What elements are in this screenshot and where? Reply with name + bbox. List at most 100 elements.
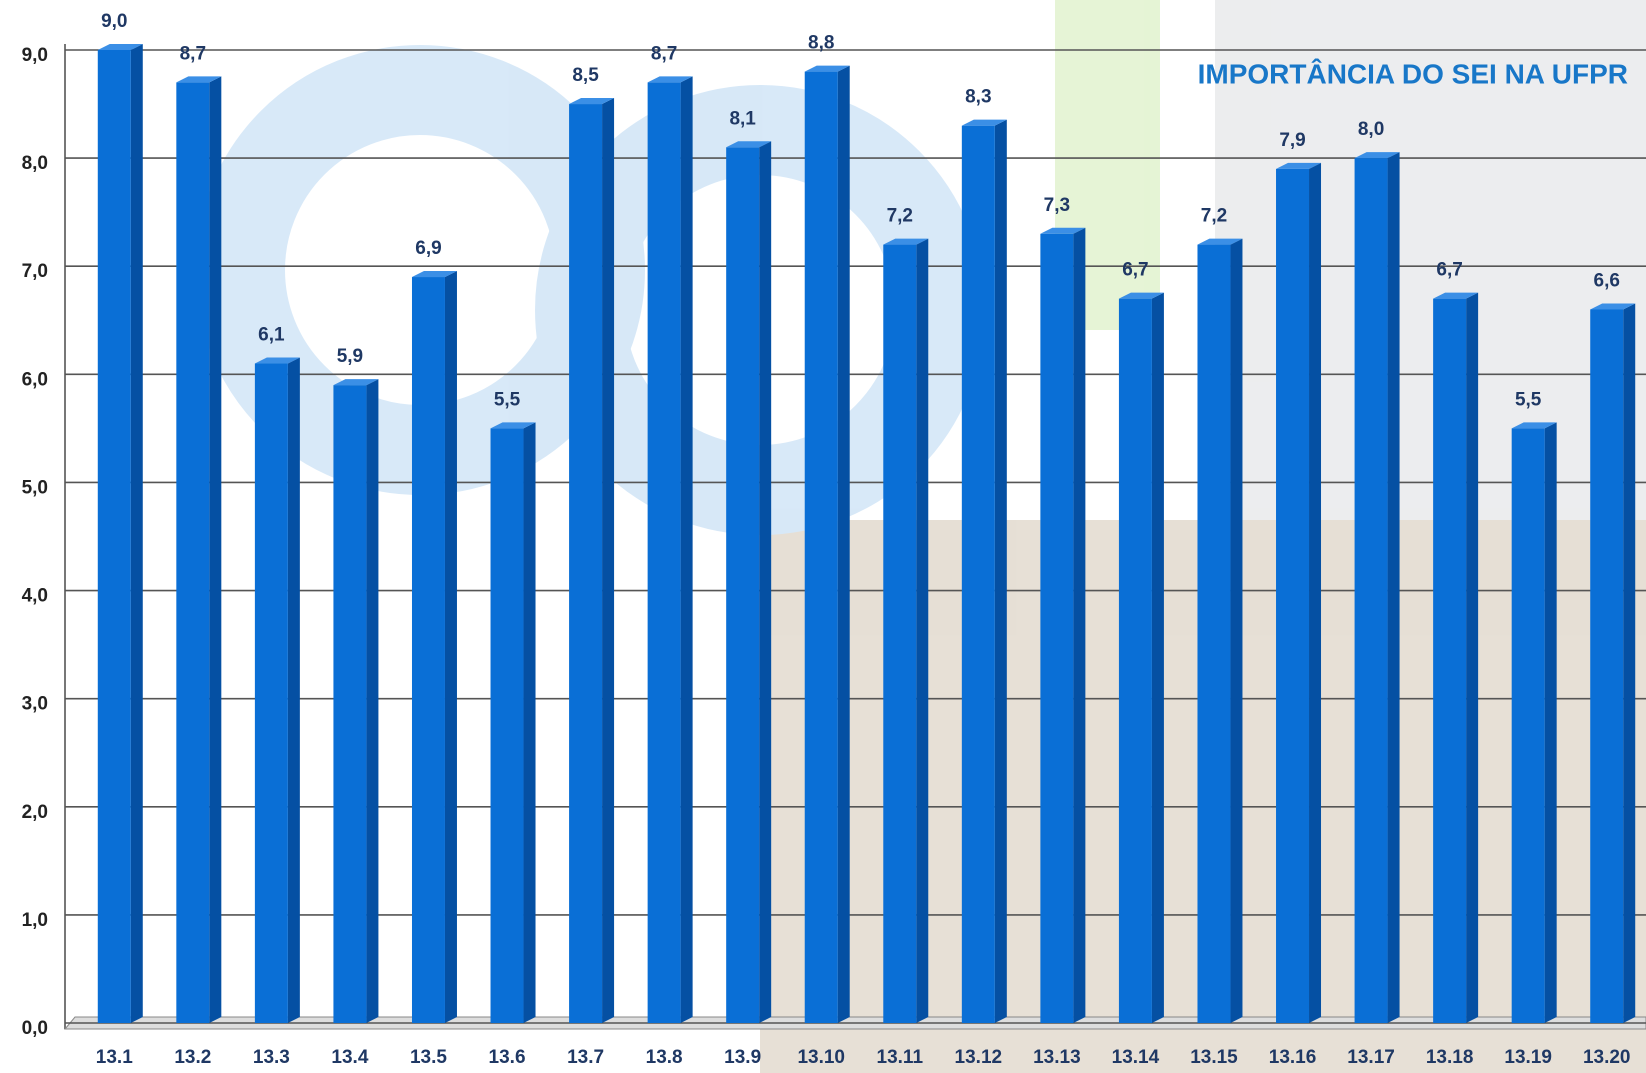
bar (961, 125, 995, 1023)
x-tick-label: 13.15 (1190, 1047, 1238, 1068)
bar-side (523, 422, 536, 1023)
bar-top (961, 119, 1007, 126)
value-label: 6,9 (415, 238, 441, 259)
bar-top (647, 76, 693, 83)
bar (1433, 298, 1467, 1024)
bar-side (1230, 238, 1243, 1024)
bar-top (1276, 162, 1322, 169)
bar (883, 244, 917, 1024)
bar (1197, 244, 1231, 1024)
y-tick-label: 1,0 (22, 910, 48, 931)
value-label: 6,7 (1122, 260, 1148, 281)
bar-side (837, 65, 850, 1024)
bar-top (883, 238, 929, 245)
bar-top (490, 422, 536, 429)
bar-side (1151, 292, 1164, 1024)
x-tick-label: 13.17 (1347, 1047, 1395, 1068)
bar (97, 50, 131, 1023)
bar-top (1118, 292, 1164, 299)
bar-side (759, 141, 772, 1024)
x-tick-label: 13.6 (489, 1047, 526, 1068)
bar (1040, 233, 1074, 1024)
value-label: 9,0 (101, 11, 127, 32)
value-label: 8,7 (180, 43, 206, 64)
y-tick-label: 8,0 (22, 153, 48, 174)
bar-top (1197, 238, 1243, 245)
x-tick-label: 13.3 (253, 1047, 290, 1068)
y-tick-label: 0,0 (22, 1018, 48, 1039)
bar (1118, 298, 1152, 1024)
bar-side (1073, 227, 1086, 1024)
value-label: 8,8 (808, 33, 834, 54)
x-tick-label: 13.2 (174, 1047, 211, 1068)
y-tick-label: 7,0 (22, 261, 48, 282)
value-label: 8,5 (572, 65, 599, 86)
x-tick-label: 13.18 (1426, 1047, 1474, 1068)
y-tick-label: 6,0 (22, 369, 48, 390)
x-tick-label: 13.10 (797, 1047, 845, 1068)
bar-side (1466, 292, 1479, 1024)
bar-top (1354, 152, 1400, 159)
x-tick-label: 13.11 (877, 1047, 924, 1068)
value-label: 5,5 (1515, 389, 1542, 410)
value-label: 6,1 (258, 325, 285, 346)
value-label: 5,5 (494, 389, 521, 410)
value-label: 6,6 (1594, 270, 1620, 291)
bar-side (366, 379, 379, 1024)
x-tick-label: 13.1 (96, 1047, 133, 1068)
bar-side (1309, 162, 1322, 1023)
bar-side (1623, 303, 1636, 1023)
value-label: 7,3 (1044, 195, 1070, 216)
bar (333, 385, 367, 1024)
bar (726, 147, 760, 1024)
value-label: 7,2 (1201, 206, 1227, 227)
bar (490, 428, 524, 1023)
value-label: 6,7 (1436, 260, 1462, 281)
bar (176, 82, 210, 1023)
bar-side (130, 44, 143, 1023)
bar-side (1544, 422, 1557, 1023)
value-label: 5,9 (337, 346, 363, 367)
x-tick-label: 13.7 (567, 1047, 604, 1068)
bar-side (209, 76, 222, 1023)
bar-top (254, 357, 300, 364)
y-tick-label: 5,0 (22, 477, 48, 498)
bar-top (1590, 303, 1636, 310)
x-tick-label: 13.16 (1269, 1047, 1317, 1068)
y-tick-label: 3,0 (22, 694, 48, 715)
bar-side (916, 238, 929, 1024)
bar-top (1040, 227, 1086, 234)
x-tick-label: 13.19 (1504, 1047, 1552, 1068)
value-label: 8,3 (965, 87, 991, 108)
bar (1354, 158, 1388, 1024)
bar-top (97, 44, 143, 50)
bar-side (444, 271, 457, 1023)
x-tick-label: 13.20 (1583, 1047, 1631, 1068)
y-tick-label: 2,0 (22, 802, 48, 823)
bar-top (411, 271, 457, 278)
value-label: 8,1 (729, 108, 756, 129)
bar (254, 363, 288, 1023)
y-tick-label: 9,0 (22, 45, 48, 66)
bar (411, 277, 445, 1023)
x-tick-label: 13.8 (646, 1047, 683, 1068)
x-tick-label: 13.5 (410, 1047, 447, 1068)
bar-side (602, 98, 615, 1024)
value-label: 8,0 (1358, 119, 1384, 140)
bar-top (569, 98, 615, 105)
value-label: 7,9 (1279, 130, 1305, 151)
bar-top (1433, 292, 1479, 299)
bar (804, 71, 838, 1024)
x-tick-label: 13.14 (1112, 1047, 1160, 1068)
chart-title: IMPORTÂNCIA DO SEI NA UFPR (1198, 58, 1628, 89)
bar-top (176, 76, 222, 83)
bar-side (287, 357, 300, 1023)
x-tick-label: 13.4 (331, 1047, 368, 1068)
x-tick-label: 13.13 (1033, 1047, 1081, 1068)
value-label: 7,2 (887, 206, 913, 227)
bar-top (726, 141, 772, 148)
bar (1276, 168, 1310, 1023)
bar-side (680, 76, 693, 1023)
